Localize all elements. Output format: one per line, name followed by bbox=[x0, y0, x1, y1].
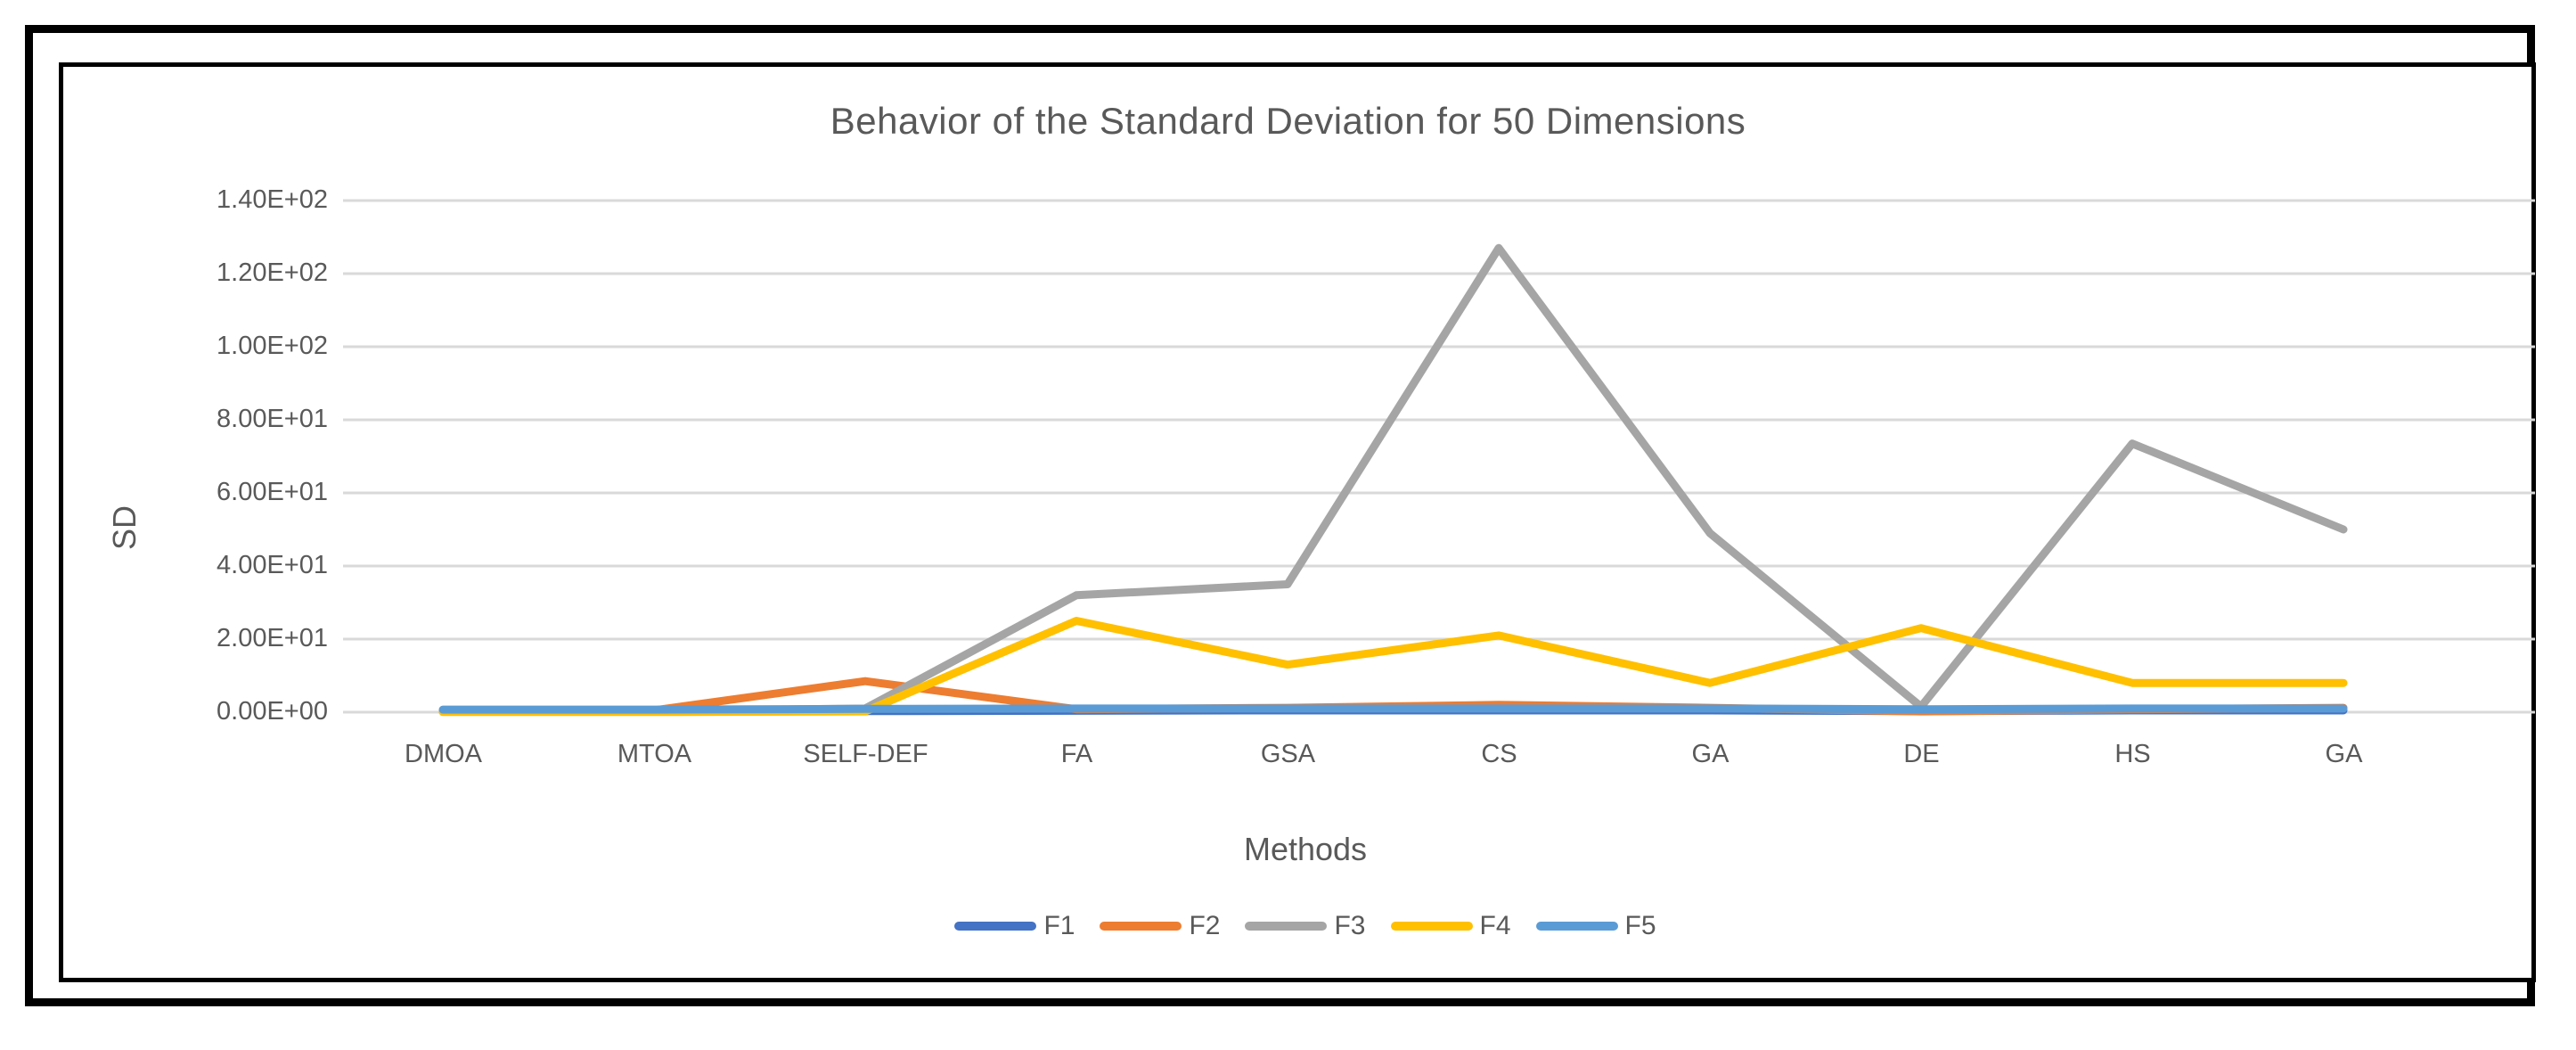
x-tick-label: MTOA bbox=[617, 740, 692, 768]
chart-legend: F1 F2 F3 F4 F5 bbox=[0, 911, 2576, 941]
y-tick-label: 2.00E+01 bbox=[217, 624, 328, 652]
legend-swatch-F3 bbox=[1245, 922, 1328, 931]
legend-item-F2: F2 bbox=[1100, 913, 1220, 939]
chart-title: Behavior of the Standard Deviation for 5… bbox=[830, 100, 1746, 142]
x-tick-label: DE bbox=[1903, 740, 1940, 768]
y-tick-label: 8.00E+01 bbox=[217, 405, 328, 433]
legend-swatch-F4 bbox=[1390, 922, 1473, 931]
legend-swatch-F2 bbox=[1100, 922, 1182, 931]
x-tick-label: CS bbox=[1481, 740, 1517, 768]
legend-item-F1: F1 bbox=[954, 913, 1075, 939]
x-tick-label: GA bbox=[1691, 740, 1730, 768]
y-tick-label: 1.40E+02 bbox=[217, 185, 328, 214]
x-tick-label: GA bbox=[2325, 740, 2363, 768]
y-axis-title: SD bbox=[106, 505, 143, 551]
legend-item-F4: F4 bbox=[1390, 911, 1511, 940]
y-tick-label: 6.00E+01 bbox=[217, 478, 328, 506]
legend-swatch-F1 bbox=[954, 922, 1037, 931]
legend-label: F1 bbox=[1043, 911, 1075, 940]
x-tick-label: FA bbox=[1060, 740, 1093, 768]
y-tick-label: 1.00E+02 bbox=[217, 332, 328, 360]
legend-label: F2 bbox=[1189, 911, 1221, 940]
x-axis-title: Methods bbox=[1243, 831, 1368, 867]
legend-label: F5 bbox=[1624, 911, 1656, 940]
legend-swatch-F5 bbox=[1535, 922, 1618, 931]
y-tick-label: 0.00E+00 bbox=[217, 697, 328, 726]
y-tick-label: 1.20E+02 bbox=[217, 258, 328, 287]
legend-item-F5: F5 bbox=[1535, 911, 1656, 940]
x-tick-label: SELF-DEF bbox=[803, 740, 928, 768]
x-tick-label: HS bbox=[2114, 740, 2151, 768]
legend-item-F3: F3 bbox=[1245, 911, 1366, 940]
legend-label: F4 bbox=[1479, 911, 1511, 940]
y-tick-label: 4.00E+01 bbox=[217, 551, 328, 579]
x-tick-label: GSA bbox=[1260, 740, 1316, 768]
x-tick-label: DMOA bbox=[405, 740, 482, 768]
legend-label: F3 bbox=[1334, 911, 1366, 940]
